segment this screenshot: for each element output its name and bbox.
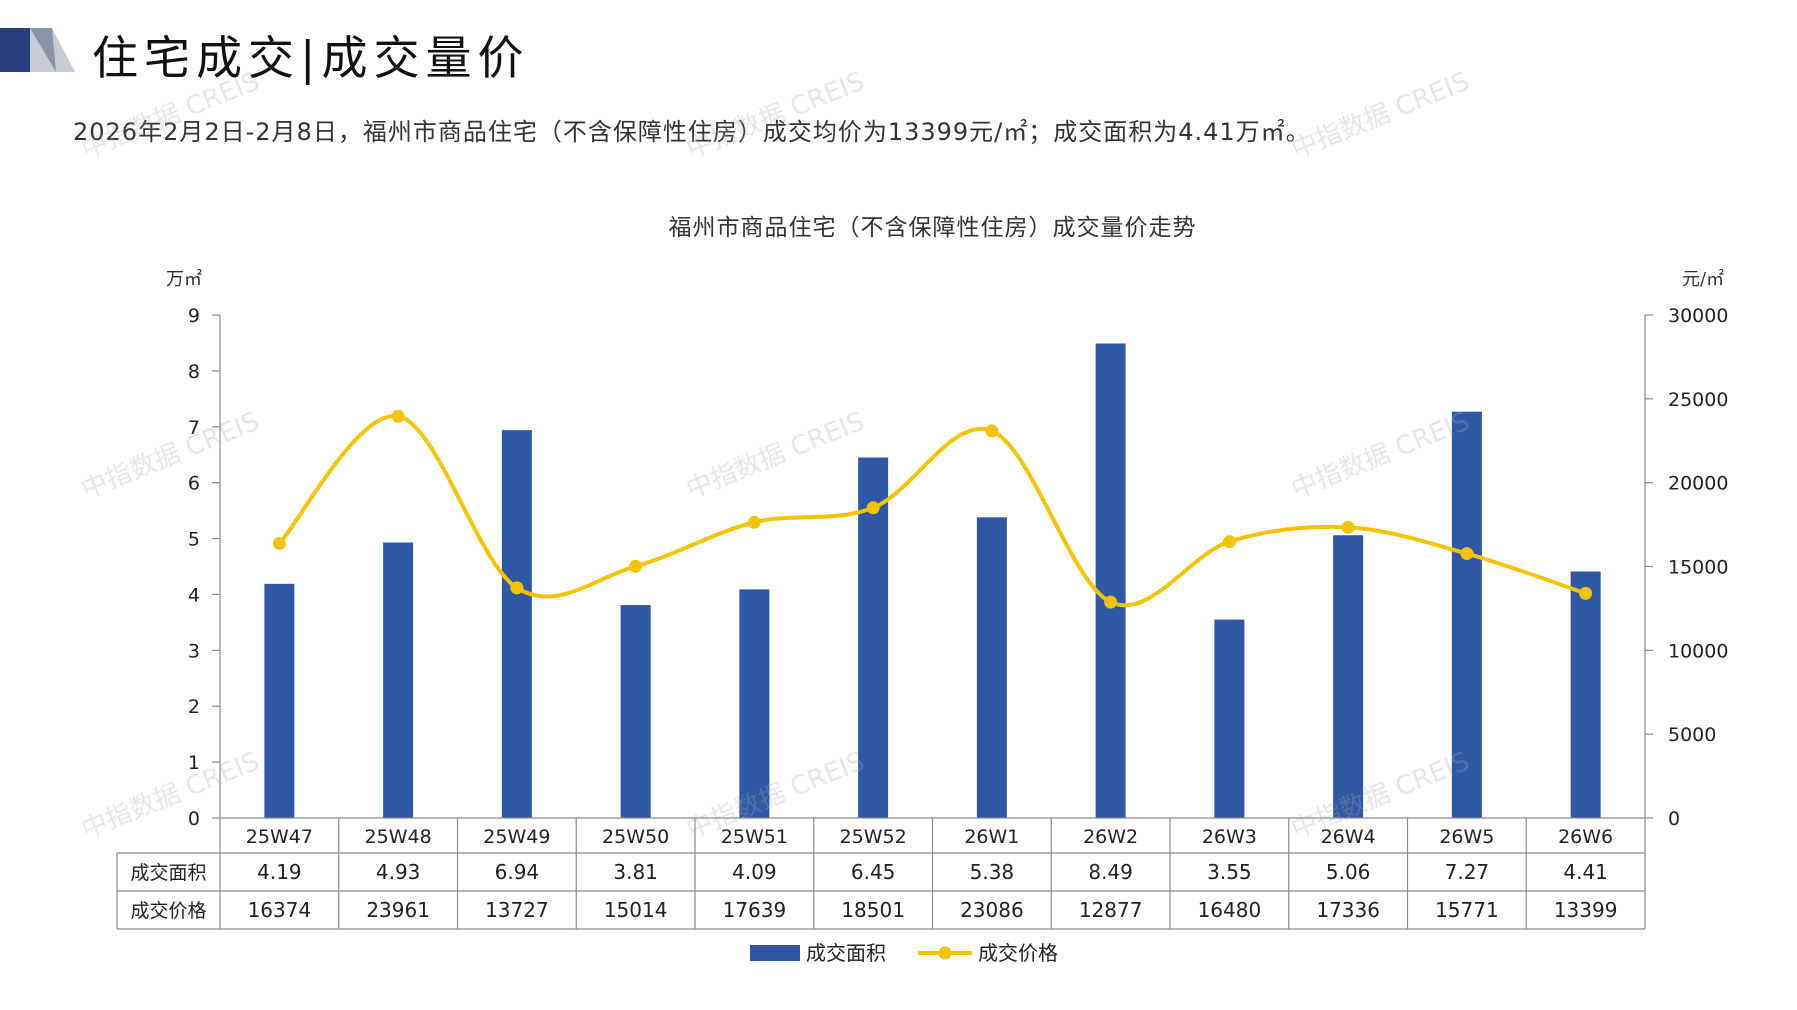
x-category-label: 25W51 (721, 826, 788, 848)
table-cell-value: 16480 (1198, 898, 1262, 922)
table-cell-value: 6.45 (851, 860, 896, 884)
table-cell-value: 18501 (841, 898, 905, 922)
y-left-tick-label: 8 (188, 361, 200, 383)
y-right-tick-label: 0 (1668, 808, 1680, 830)
price-point (1104, 595, 1118, 609)
price-series-line (277, 414, 1587, 608)
y-left-tick-label: 9 (188, 305, 200, 327)
bar-mark (739, 589, 770, 818)
table-cell-value: 23961 (366, 898, 430, 922)
table-cell-value: 3.81 (613, 860, 658, 884)
table-cell-value: 5.06 (1326, 860, 1371, 884)
bar-mark (1451, 411, 1482, 818)
y-left-tick-label: 5 (188, 529, 200, 551)
y-right-tick-label: 20000 (1668, 473, 1728, 495)
y-right-tick-label: 15000 (1668, 557, 1728, 579)
table-cell-value: 4.41 (1563, 860, 1608, 884)
bar-mark (858, 457, 889, 818)
price-point (1460, 547, 1474, 561)
table-cell-value: 23086 (960, 898, 1024, 922)
table-cell-value: 8.49 (1088, 860, 1133, 884)
y-right-tick-label: 30000 (1668, 305, 1728, 327)
y-left-tick-label: 7 (188, 417, 200, 439)
table-row-label: 成交面积 (130, 862, 206, 884)
y-left-tick-label: 4 (188, 584, 200, 606)
bar-mark (1214, 619, 1245, 818)
x-category-label: 25W50 (602, 826, 669, 848)
table-row-label: 成交价格 (130, 900, 206, 922)
x-category-label: 26W2 (1083, 826, 1138, 848)
bar-mark (383, 542, 414, 818)
table-cell-value: 6.94 (495, 860, 540, 884)
x-category-label: 25W47 (246, 826, 313, 848)
table-cell-value: 13399 (1554, 898, 1618, 922)
table-cell-value: 4.09 (732, 860, 777, 884)
bar-mark (264, 583, 295, 818)
y-right-unit-label: 元/㎡ (1682, 268, 1724, 290)
y-left-tick-label: 3 (188, 640, 200, 662)
price-point (391, 409, 405, 423)
table-cell-value: 13727 (485, 898, 549, 922)
bar-mark (1570, 571, 1601, 818)
legend-bar-label: 成交面积 (806, 941, 886, 965)
y-left-tick-label: 1 (188, 752, 200, 774)
y-right-tick-label: 25000 (1668, 389, 1728, 411)
price-point (985, 424, 999, 438)
y-left-tick-label: 2 (188, 696, 200, 718)
table-cell-value: 4.93 (376, 860, 421, 884)
table-cell-value: 4.19 (257, 860, 302, 884)
y-left-tick-label: 6 (188, 473, 200, 495)
bar-mark (1095, 343, 1126, 818)
header-logo-icon (0, 28, 75, 72)
legend-line-marker (938, 946, 952, 960)
price-point (629, 559, 643, 573)
x-category-label: 26W1 (964, 826, 1019, 848)
x-category-label: 26W4 (1321, 826, 1376, 848)
x-category-label: 25W52 (840, 826, 907, 848)
bar-mark (501, 430, 532, 818)
y-left-tick-label: 0 (188, 808, 200, 830)
table-cell-value: 7.27 (1445, 860, 1490, 884)
x-category-label: 25W48 (365, 826, 432, 848)
table-cell-value: 15771 (1435, 898, 1499, 922)
y-right-tick-label: 5000 (1668, 724, 1716, 746)
bar-mark (976, 517, 1007, 818)
bar-mark (1333, 535, 1364, 818)
y-right-tick-label: 10000 (1668, 640, 1728, 662)
table-cell-value: 16374 (248, 898, 312, 922)
bar-mark (620, 605, 651, 818)
table-cell-value: 15014 (604, 898, 668, 922)
page-title: 住宅成交|成交量价 (92, 31, 530, 85)
x-category-label: 26W3 (1202, 826, 1257, 848)
price-point (510, 581, 524, 595)
price-point (1222, 535, 1236, 549)
table-cell-value: 17336 (1316, 898, 1380, 922)
table-cell-value: 5.38 (970, 860, 1015, 884)
table-cell-value: 3.55 (1207, 860, 1252, 884)
x-category-label: 26W5 (1439, 826, 1494, 848)
x-category-label: 26W6 (1558, 826, 1613, 848)
legend-line-label: 成交价格 (978, 941, 1058, 965)
legend-bar-swatch (750, 945, 800, 961)
table-cell-value: 12877 (1079, 898, 1143, 922)
price-point (1579, 586, 1593, 600)
price-point (1341, 520, 1355, 534)
x-category-label: 25W49 (483, 826, 550, 848)
price-point (747, 515, 761, 529)
summary-text: 2026年2月2日-2月8日，福州市商品住宅（不含保障性住房）成交均价为1339… (73, 118, 1311, 146)
price-point (272, 536, 286, 550)
y-left-unit-label: 万㎡ (166, 268, 202, 290)
price-point (866, 501, 880, 515)
chart-title: 福州市商品住宅（不含保障性住房）成交量价走势 (669, 215, 1197, 241)
table-cell-value: 17639 (723, 898, 787, 922)
